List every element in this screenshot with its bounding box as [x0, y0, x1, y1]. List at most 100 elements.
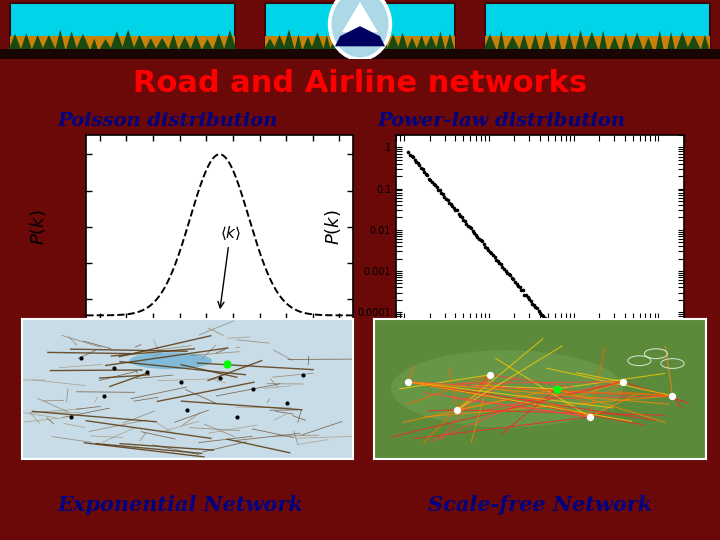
Point: [408, 153, 419, 161]
Polygon shape: [31, 35, 44, 51]
Polygon shape: [90, 38, 99, 51]
Text: $P(k)$: $P(k)$: [29, 209, 48, 245]
Point: [567, 348, 579, 356]
Polygon shape: [498, 30, 505, 51]
Point: [487, 251, 499, 259]
Point: [508, 275, 519, 284]
Point: [549, 326, 560, 334]
Point: [478, 239, 490, 248]
Point: [617, 377, 629, 386]
Polygon shape: [531, 34, 540, 51]
Polygon shape: [109, 31, 125, 51]
Point: [477, 237, 488, 246]
Point: [569, 349, 580, 357]
Polygon shape: [701, 35, 710, 51]
Text: Power-law distribution: Power-law distribution: [377, 112, 625, 131]
Polygon shape: [340, 37, 351, 51]
Point: [589, 374, 600, 383]
Point: [451, 206, 463, 214]
Point: [572, 354, 583, 362]
Point: [536, 310, 547, 319]
Point: [421, 171, 433, 180]
Point: [581, 366, 593, 374]
Polygon shape: [41, 35, 56, 51]
Polygon shape: [55, 30, 66, 51]
Point: [584, 413, 595, 421]
Point: [510, 280, 522, 289]
Point: [583, 367, 595, 376]
Point: [570, 352, 582, 361]
Point: [539, 314, 551, 322]
Polygon shape: [351, 30, 359, 51]
Polygon shape: [20, 33, 32, 51]
Point: [451, 406, 463, 414]
Text: $k$: $k$: [213, 332, 226, 349]
Polygon shape: [121, 29, 135, 51]
Polygon shape: [178, 37, 192, 51]
Point: [553, 331, 564, 340]
Polygon shape: [655, 30, 664, 51]
Polygon shape: [357, 33, 372, 51]
Polygon shape: [66, 31, 78, 51]
Point: [442, 196, 454, 205]
Point: [498, 265, 510, 273]
Polygon shape: [144, 38, 158, 51]
Point: [423, 174, 435, 183]
Point: [444, 199, 455, 207]
Point: [574, 356, 585, 364]
Point: [544, 320, 555, 328]
Point: [472, 233, 483, 242]
Bar: [485, 36, 710, 51]
Polygon shape: [132, 35, 147, 51]
Point: [552, 330, 563, 339]
Point: [577, 360, 588, 368]
Point: [469, 228, 480, 237]
Point: [495, 260, 507, 268]
Polygon shape: [379, 30, 388, 51]
Point: [420, 170, 431, 178]
Point: [412, 159, 423, 167]
Point: [513, 281, 524, 290]
Point: [667, 392, 678, 400]
Bar: [265, 3, 455, 51]
Point: [518, 291, 530, 300]
Point: [462, 221, 474, 230]
Point: [537, 312, 549, 320]
Point: [410, 158, 422, 166]
Polygon shape: [273, 35, 287, 51]
Point: [431, 183, 442, 192]
Point: [456, 212, 467, 221]
Point: [434, 185, 446, 194]
Point: [470, 231, 482, 239]
Polygon shape: [201, 39, 214, 51]
Polygon shape: [667, 32, 675, 51]
Point: [446, 202, 458, 211]
Point: [404, 150, 415, 159]
Polygon shape: [518, 34, 529, 51]
Polygon shape: [585, 32, 599, 51]
Point: [490, 255, 502, 264]
Point: [530, 302, 541, 311]
Point: [480, 243, 491, 252]
Point: [481, 243, 492, 252]
Point: [562, 343, 574, 352]
Text: Poisson distribution: Poisson distribution: [58, 112, 278, 131]
Polygon shape: [564, 32, 574, 51]
Point: [415, 164, 427, 172]
Point: [586, 372, 598, 381]
Bar: [10, 36, 235, 51]
Polygon shape: [154, 38, 170, 51]
Point: [580, 362, 591, 370]
Polygon shape: [505, 36, 521, 51]
Point: [514, 282, 526, 291]
Polygon shape: [608, 36, 621, 51]
Polygon shape: [283, 29, 295, 51]
Polygon shape: [675, 32, 689, 51]
Point: [588, 372, 599, 381]
Point: [409, 156, 420, 165]
Point: [528, 301, 539, 309]
Polygon shape: [423, 36, 438, 51]
Point: [429, 180, 441, 189]
Point: [557, 335, 568, 343]
Point: [525, 296, 536, 305]
